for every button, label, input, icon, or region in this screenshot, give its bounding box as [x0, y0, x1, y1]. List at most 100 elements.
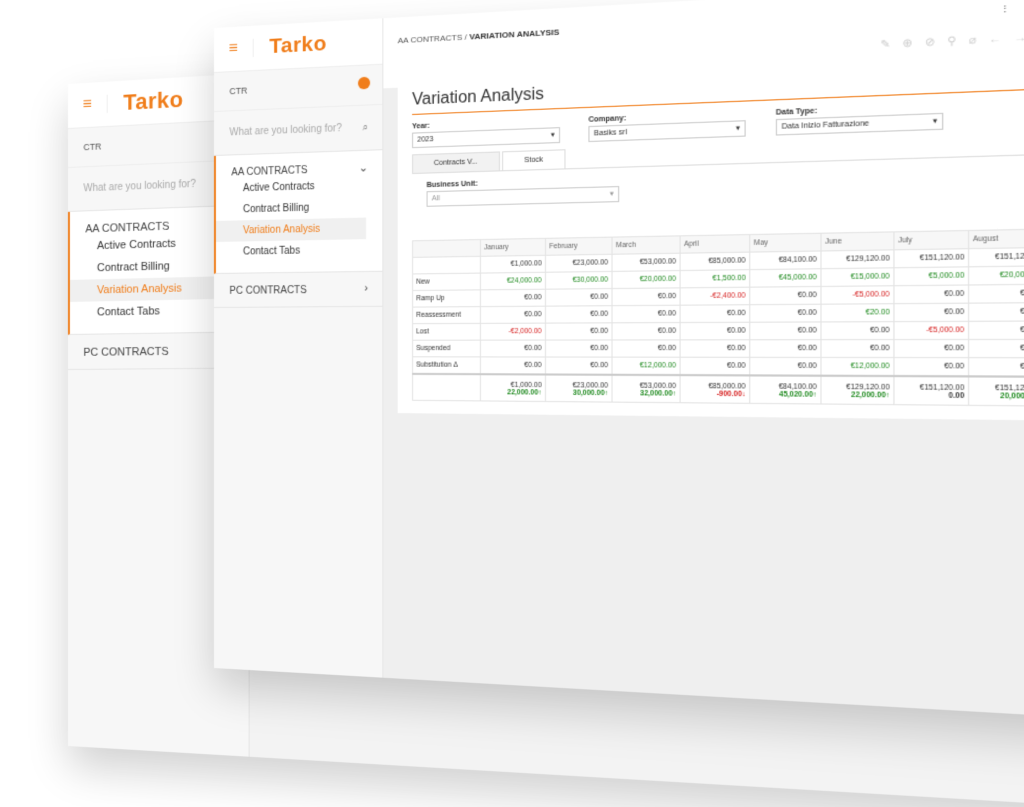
filter-select[interactable]: 2023 [412, 127, 561, 149]
nav-item[interactable]: Variation Analysis [215, 217, 367, 242]
cell: €0.00 [612, 322, 681, 340]
nav-section: PC CONTRACTS › [214, 271, 383, 308]
cell: -€5,000.00 [820, 285, 894, 305]
row-label: Lost [412, 323, 481, 341]
cell: €20.00 [820, 303, 894, 322]
search-box[interactable]: What are you looking for? [214, 104, 383, 156]
cell: €0.00 [680, 322, 750, 340]
cell: -€5,000.00 [893, 321, 969, 340]
cell: €0.00 [612, 287, 681, 306]
month-header: August [968, 229, 1024, 249]
row-label [412, 256, 481, 274]
section-title[interactable]: PC CONTRACTS [229, 284, 307, 297]
cell: €0.00 [749, 339, 821, 358]
nav-item[interactable]: Contact Tabs [242, 245, 301, 258]
filter-select[interactable]: All [426, 186, 620, 207]
main-area: AA CONTRACTS / VARIATION ANALYSIS ⋮◔◷▯Hi,… [383, 0, 1024, 726]
cell: €0.00 [749, 357, 821, 376]
top-icon[interactable]: ⋮ [1000, 2, 1011, 14]
cell: €0.00 [480, 306, 546, 324]
breadcrumb-parent[interactable]: AA CONTRACTS / [397, 31, 467, 45]
cell: €0.00 [968, 284, 1024, 304]
cell: €0.00 [480, 340, 546, 358]
cell: €0.00 [893, 339, 969, 358]
total-change: 22,000.00↑ [851, 391, 890, 400]
cell: €0.00 [968, 302, 1024, 322]
nav-item[interactable]: Variation Analysis [69, 276, 233, 302]
cell: €0.00 [545, 339, 613, 358]
month-header: May [749, 233, 821, 253]
cell: €0.00 [893, 284, 969, 304]
menu-button[interactable]: ≡ [68, 94, 108, 115]
filter: Year: 2023 [412, 113, 561, 149]
data-row: Suspended €0.00 €0.00 €0.00 €0.00 €0.00 €0.00 €… [412, 339, 1024, 358]
filter-select[interactable]: Data Inizio Fatturazione [775, 112, 944, 136]
chevron: ⌄ [358, 162, 369, 175]
cell: €0.00 [680, 357, 750, 376]
variation-table: January February March April May June July Augu… [412, 228, 1024, 407]
company-selector[interactable]: CTR [214, 64, 383, 112]
cell: -€2,000.00 [480, 323, 546, 341]
cell: €0.00 [680, 304, 750, 323]
corner-cell [412, 239, 481, 258]
cell: €0.00 [820, 321, 894, 340]
cell: €53,000.00 [612, 253, 681, 272]
total-change: 0.00 [948, 392, 965, 401]
cell: €85,000.00 [680, 252, 750, 271]
cell: €84,100.00 [749, 250, 821, 270]
total-cell: €85,000.00 -900.00↓ [680, 375, 750, 404]
cell: €0.00 [545, 305, 613, 324]
cell: €0.00 [749, 286, 821, 305]
cell: €1,500.00 [680, 269, 750, 288]
logo-row: ≡ Tarko [214, 18, 383, 73]
total-cell: €1,000.00 22,000.00↑ [480, 374, 546, 402]
cell: €0.00 [749, 304, 821, 323]
cell: €24,000.00 [480, 272, 546, 290]
total-amount: €85,000.00 [708, 382, 746, 391]
row-label: Suspended [412, 340, 481, 357]
cell: €0.00 [893, 303, 969, 322]
cell: €0.00 [545, 322, 613, 341]
cell: €129,120.00 [820, 249, 894, 269]
tab[interactable]: Stock [501, 149, 566, 171]
cell: €0.00 [893, 357, 969, 377]
cell: €30,000.00 [545, 271, 613, 290]
month-header: January [480, 238, 546, 257]
cell: €151,120.00 [968, 247, 1024, 267]
cell: €0.00 [968, 339, 1024, 358]
nav-section: AA CONTRACTS ⌄ Active Contracts Contract Bi… [214, 150, 383, 274]
row-label [412, 373, 481, 401]
totals-row: €1,000.00 22,000.00↑ €23,000.00 30,000.00↑ €… [412, 373, 1024, 407]
total-cell: €151,120.00 0.00 [893, 376, 969, 406]
cell: €23,000.00 [545, 254, 613, 273]
cell: €0.00 [612, 339, 681, 358]
cell: €151,120.00 [893, 248, 969, 268]
cell: €5,000.00 [893, 266, 969, 286]
filter-select[interactable]: Basiks srl [588, 120, 746, 143]
menu-button[interactable]: ≡ [214, 38, 254, 59]
chevron: › [364, 282, 369, 295]
month-header: June [820, 231, 894, 251]
cell: €0.00 [480, 289, 546, 307]
cell: €1,000.00 [480, 255, 546, 274]
cell: €0.00 [612, 305, 681, 323]
total-cell: €129,120.00 22,000.00↑ [820, 375, 894, 405]
cell: €45,000.00 [749, 268, 821, 288]
row-label: New [412, 273, 481, 291]
cell: €12,000.00 [612, 357, 681, 376]
cell: -€2,400.00 [680, 287, 750, 306]
cell: €20,000.00 [968, 265, 1024, 285]
month-header: April [680, 234, 750, 254]
dropdown-icon [357, 76, 371, 90]
row-label: Ramp Up [412, 289, 481, 308]
total-change: 45,020.00↑ [779, 390, 817, 399]
data-row: Lost -€2,000.00 €0.00 €0.00 €0.00 €0.00 €0.00-… [412, 320, 1024, 341]
total-cell: €151,120.00 20,000.00↑ [968, 376, 1024, 407]
cell: €0.00 [545, 357, 613, 375]
month-header: March [612, 235, 681, 255]
tab[interactable]: Contracts V... [412, 151, 500, 174]
cell: €0.00 [480, 356, 546, 375]
cell: €0.00 [680, 339, 750, 358]
